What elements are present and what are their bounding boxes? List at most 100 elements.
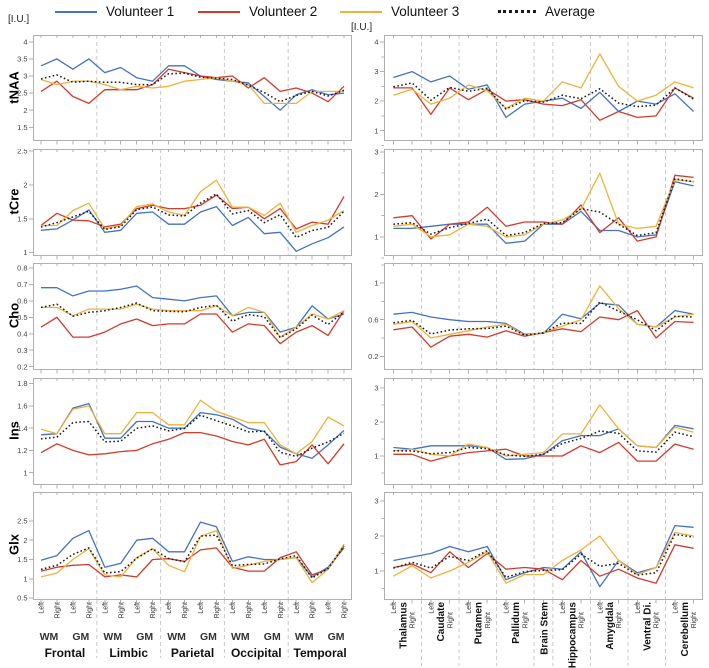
y-tick-labels: 1.5 2 2.5 3 3.5 4	[17, 37, 27, 131]
svg-text:2: 2	[23, 536, 27, 545]
svg-text:4: 4	[23, 37, 27, 46]
legend-label-volunteer-1: Volunteer 1	[106, 4, 175, 19]
svg-text:3: 3	[374, 149, 378, 157]
x-tick-label: Left	[230, 602, 237, 614]
series-line-volunteer-2	[40, 194, 345, 230]
x-tick-label: Ventral Di.	[643, 602, 654, 651]
svg-text:0.6: 0.6	[368, 315, 378, 324]
svg-text:0.5: 0.5	[17, 313, 27, 322]
x-tick-label: Right	[342, 602, 349, 618]
svg-text:1: 1	[23, 574, 27, 583]
chart-tnaa-left: 1.5 2 2.5 3 3.5 4	[0, 35, 352, 150]
legend-item-volunteer-3: Volunteer 3	[340, 4, 459, 19]
series-line-volunteer-3	[393, 53, 694, 110]
svg-text:1.5: 1.5	[17, 214, 27, 223]
units-label-left: [I.U.]	[8, 14, 30, 25]
svg-text:0.8: 0.8	[17, 264, 27, 273]
x-axis-left-svg: Left Right WM Left Right GM Frontal Left Right WM…	[39, 600, 349, 660]
x-tick-label: Left	[466, 602, 473, 614]
legend-label-volunteer-3: Volunteer 3	[391, 4, 460, 19]
series-line-volunteer-2	[40, 310, 345, 345]
series-line-volunteer-1	[393, 302, 694, 335]
series-line-volunteer-1	[393, 524, 694, 588]
svg-text:1: 1	[23, 248, 27, 257]
x-tick-label: Left	[134, 602, 141, 614]
tissue-label: WM	[103, 631, 122, 643]
tnaa-left-plot: 1.5 2 2.5 3 3.5 4	[17, 35, 352, 145]
x-tick-label: Left	[294, 602, 301, 614]
svg-text:1.5: 1.5	[17, 555, 27, 564]
svg-text:2.5: 2.5	[17, 517, 27, 526]
x-axis-labels-right: Left Thalamus Right Left Caudate Right Left Put…	[352, 600, 709, 668]
series-line-volunteer-3	[393, 404, 694, 457]
svg-text:1: 1	[374, 452, 378, 461]
series-line-volunteer-2	[393, 87, 694, 121]
series-line-volunteer-3	[393, 531, 694, 584]
svg-text:2: 2	[374, 97, 378, 106]
legend-item-volunteer-1: Volunteer 1	[55, 4, 174, 19]
chart-ins-right: 1 2 3	[352, 378, 709, 494]
svg-text:1: 1	[374, 567, 378, 576]
svg-text:1.6: 1.6	[17, 401, 27, 410]
x-tick-label: Right	[522, 612, 529, 628]
x-tick-label: Left	[635, 602, 642, 614]
region-label: Occipital	[231, 646, 282, 660]
x-tick-label: Left	[166, 602, 173, 614]
chart-glx-right: 1 2 3	[352, 492, 709, 609]
tissue-label: WM	[167, 631, 186, 643]
svg-text:0.5: 0.5	[17, 594, 27, 603]
chart-glx-left: 0.5 1 1.5 2 2.5	[0, 492, 352, 609]
svg-text:3: 3	[374, 67, 378, 76]
x-tick-label: Right	[278, 602, 285, 618]
x-tick-label: Right	[310, 602, 317, 618]
tissue-label: GM	[72, 631, 89, 643]
cho-right-plot: 0.2 0.6 1	[368, 263, 703, 374]
svg-text:2: 2	[23, 180, 27, 189]
series-line-volunteer-2	[393, 174, 694, 242]
ins-right-plot: 1 2 3	[374, 378, 703, 489]
x-axis-labels-left: Left Right WM Left Right GM Frontal Left Right WM…	[0, 600, 352, 668]
series-line-volunteer-2	[40, 431, 345, 466]
y-tick-labels: 0.2 0.6 1	[368, 279, 378, 361]
region-label: Temporal	[294, 646, 347, 660]
x-tick-label: Amygdala	[605, 602, 616, 650]
series-line-average	[393, 533, 694, 579]
x-tick-label: Left	[597, 602, 604, 614]
svg-text:0.2: 0.2	[17, 362, 27, 371]
chart-ins-left: 1 1.2 1.4 1.6 1.8	[0, 378, 352, 494]
glx-right-plot: 1 2 3	[374, 492, 703, 604]
series-line-average	[393, 301, 694, 336]
y-tick-labels: 1 2 3	[374, 149, 378, 241]
y-tick-labels: 1 2 3 4	[374, 38, 378, 136]
legend-item-volunteer-2: Volunteer 2	[198, 4, 317, 19]
x-tick-label: Right	[691, 612, 698, 628]
y-tick-labels: 0.5 1 1.5 2 2.5	[17, 517, 27, 603]
svg-text:0.7: 0.7	[17, 280, 27, 289]
svg-text:1.2: 1.2	[17, 446, 27, 455]
x-tick-label: Right	[86, 602, 93, 618]
series-line-average	[40, 534, 345, 580]
svg-text:0.2: 0.2	[368, 352, 378, 361]
x-tick-label: Right	[447, 612, 454, 628]
svg-text:3: 3	[374, 497, 378, 506]
x-tick-label: Hippocampus	[567, 602, 578, 668]
region-label: Limbic	[109, 646, 148, 660]
x-tick-label: Right	[150, 602, 157, 618]
series-line-volunteer-3	[40, 399, 345, 455]
chart-cho-left: 0.2 0.3 0.4 0.5 0.6 0.7 0.8	[0, 263, 352, 379]
series-line-volunteer-1	[40, 521, 345, 578]
svg-text:2.5: 2.5	[17, 89, 27, 98]
svg-text:1: 1	[374, 279, 378, 288]
y-tick-labels: 1 2 3	[374, 497, 378, 576]
svg-text:1.5: 1.5	[17, 123, 27, 132]
x-tick-label: Left	[391, 602, 398, 614]
x-tick-label: Pallidum	[511, 602, 522, 644]
tissue-label: GM	[200, 631, 217, 643]
x-tick-label: Right	[485, 612, 492, 628]
x-tick-label: Left	[70, 602, 77, 614]
region-label: Parietal	[171, 646, 214, 660]
chart-tnaa-right: 1 2 3 4	[352, 35, 709, 150]
series-line-average	[40, 414, 345, 458]
svg-text:2: 2	[374, 190, 378, 199]
x-tick-label: Right	[214, 602, 221, 618]
